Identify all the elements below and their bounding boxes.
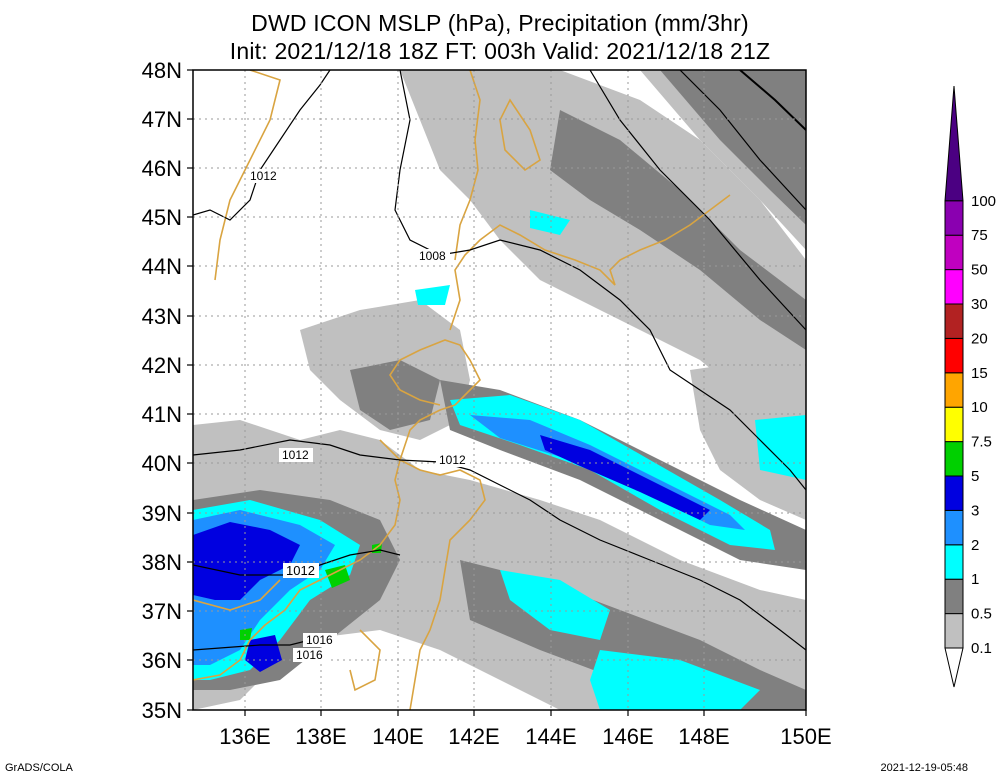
- colorbar-segment: [944, 406, 964, 443]
- colorbar-level-label: 3: [971, 502, 979, 519]
- software-credit: GrADS/COLA: [5, 762, 73, 774]
- lat-label: 39N: [142, 501, 182, 526]
- lat-label: 41N: [142, 402, 182, 427]
- colorbar-level-label: 10: [971, 399, 988, 416]
- lat-label: 44N: [142, 254, 182, 279]
- colorbar-level-label: 100: [971, 193, 996, 210]
- lat-label: 43N: [142, 304, 182, 329]
- axis-ticks: [187, 69, 807, 716]
- lat-label: 36N: [142, 648, 182, 673]
- colorbar-segment: [944, 303, 964, 339]
- lat-label: 40N: [142, 451, 182, 476]
- colorbar-top-arrow: [944, 85, 964, 202]
- colorbar-level-label: 30: [971, 296, 988, 313]
- colorbar-level-label: 0.5: [971, 606, 992, 623]
- lat-label: 45N: [142, 205, 182, 230]
- map-title-line2: Init: 2021/12/18 18Z FT: 003h Valid: 202…: [229, 38, 771, 64]
- colorbar-segment: [944, 372, 964, 408]
- isobar-label: 1012: [286, 563, 315, 578]
- lon-label: 150E: [780, 724, 831, 749]
- colorbar-level-label: 2: [971, 537, 979, 554]
- colorbar-segment: [944, 578, 964, 615]
- colorbar-segment: [944, 475, 964, 511]
- colorbar-segment: [944, 613, 964, 649]
- colorbar-segment: [944, 269, 964, 305]
- colorbar-segment: [944, 234, 964, 271]
- lat-label: 48N: [142, 58, 182, 83]
- lon-label: 136E: [219, 724, 270, 749]
- isobars: [193, 70, 806, 651]
- isobar-label: 1008: [419, 249, 446, 263]
- colorbar-level-label: 50: [971, 262, 988, 279]
- isobar-label: 1016: [306, 633, 333, 647]
- lat-label: 37N: [142, 599, 182, 624]
- colorbar-level-label: 1: [971, 571, 979, 588]
- colorbar-level-label: 7.5: [971, 434, 992, 451]
- lat-label: 47N: [142, 107, 182, 132]
- lon-label: 138E: [295, 724, 346, 749]
- lon-label: 146E: [602, 724, 653, 749]
- colorbar-segment: [944, 200, 964, 236]
- plot-frame: [192, 69, 807, 711]
- colorbar-level-label: 0.1: [971, 640, 992, 657]
- lat-label: 35N: [142, 698, 182, 723]
- colorbar-segment: [944, 441, 964, 477]
- latitude-labels: 48N 47N 46N 45N 44N 43N 42N 41N 40N 39N …: [142, 58, 182, 723]
- colorbar-bottom-arrow: [944, 647, 964, 688]
- colorbar-segment: [944, 509, 964, 546]
- lat-label: 46N: [142, 156, 182, 181]
- colorbar-level-label: 20: [971, 330, 988, 347]
- lon-label: 148E: [678, 724, 729, 749]
- generation-timestamp: 2021-12-19-05:48: [880, 762, 968, 774]
- lon-label: 144E: [525, 724, 576, 749]
- map-title-line1: DWD ICON MSLP (hPa), Precipitation (mm/3…: [251, 10, 749, 36]
- colorbar-level-label: 15: [971, 365, 988, 382]
- isobar-label: 1016: [296, 648, 323, 662]
- colorbar-segment: [944, 544, 964, 580]
- isobar-labels: 1012 1008 1012 1012 1012 1016 1016: [247, 169, 470, 662]
- lat-label: 42N: [142, 353, 182, 378]
- colorbar-level-label: 5: [971, 468, 979, 485]
- isobar-label: 1012: [250, 169, 277, 183]
- isobar-label: 1012: [282, 448, 309, 462]
- lon-label: 142E: [448, 724, 499, 749]
- isobar-label: 1012: [439, 453, 466, 467]
- longitude-labels: 136E 138E 140E 142E 144E 146E 148E 150E: [219, 724, 831, 749]
- colorbar: 0.1 0.5 1 2 3 5 7.5 10 15 20 30 50 75 100: [944, 85, 996, 688]
- lon-label: 140E: [372, 724, 423, 749]
- precipitation-field: [193, 70, 806, 710]
- lat-label: 38N: [142, 550, 182, 575]
- colorbar-segment: [944, 337, 964, 374]
- colorbar-level-label: 75: [971, 227, 988, 244]
- graticule: [193, 70, 806, 710]
